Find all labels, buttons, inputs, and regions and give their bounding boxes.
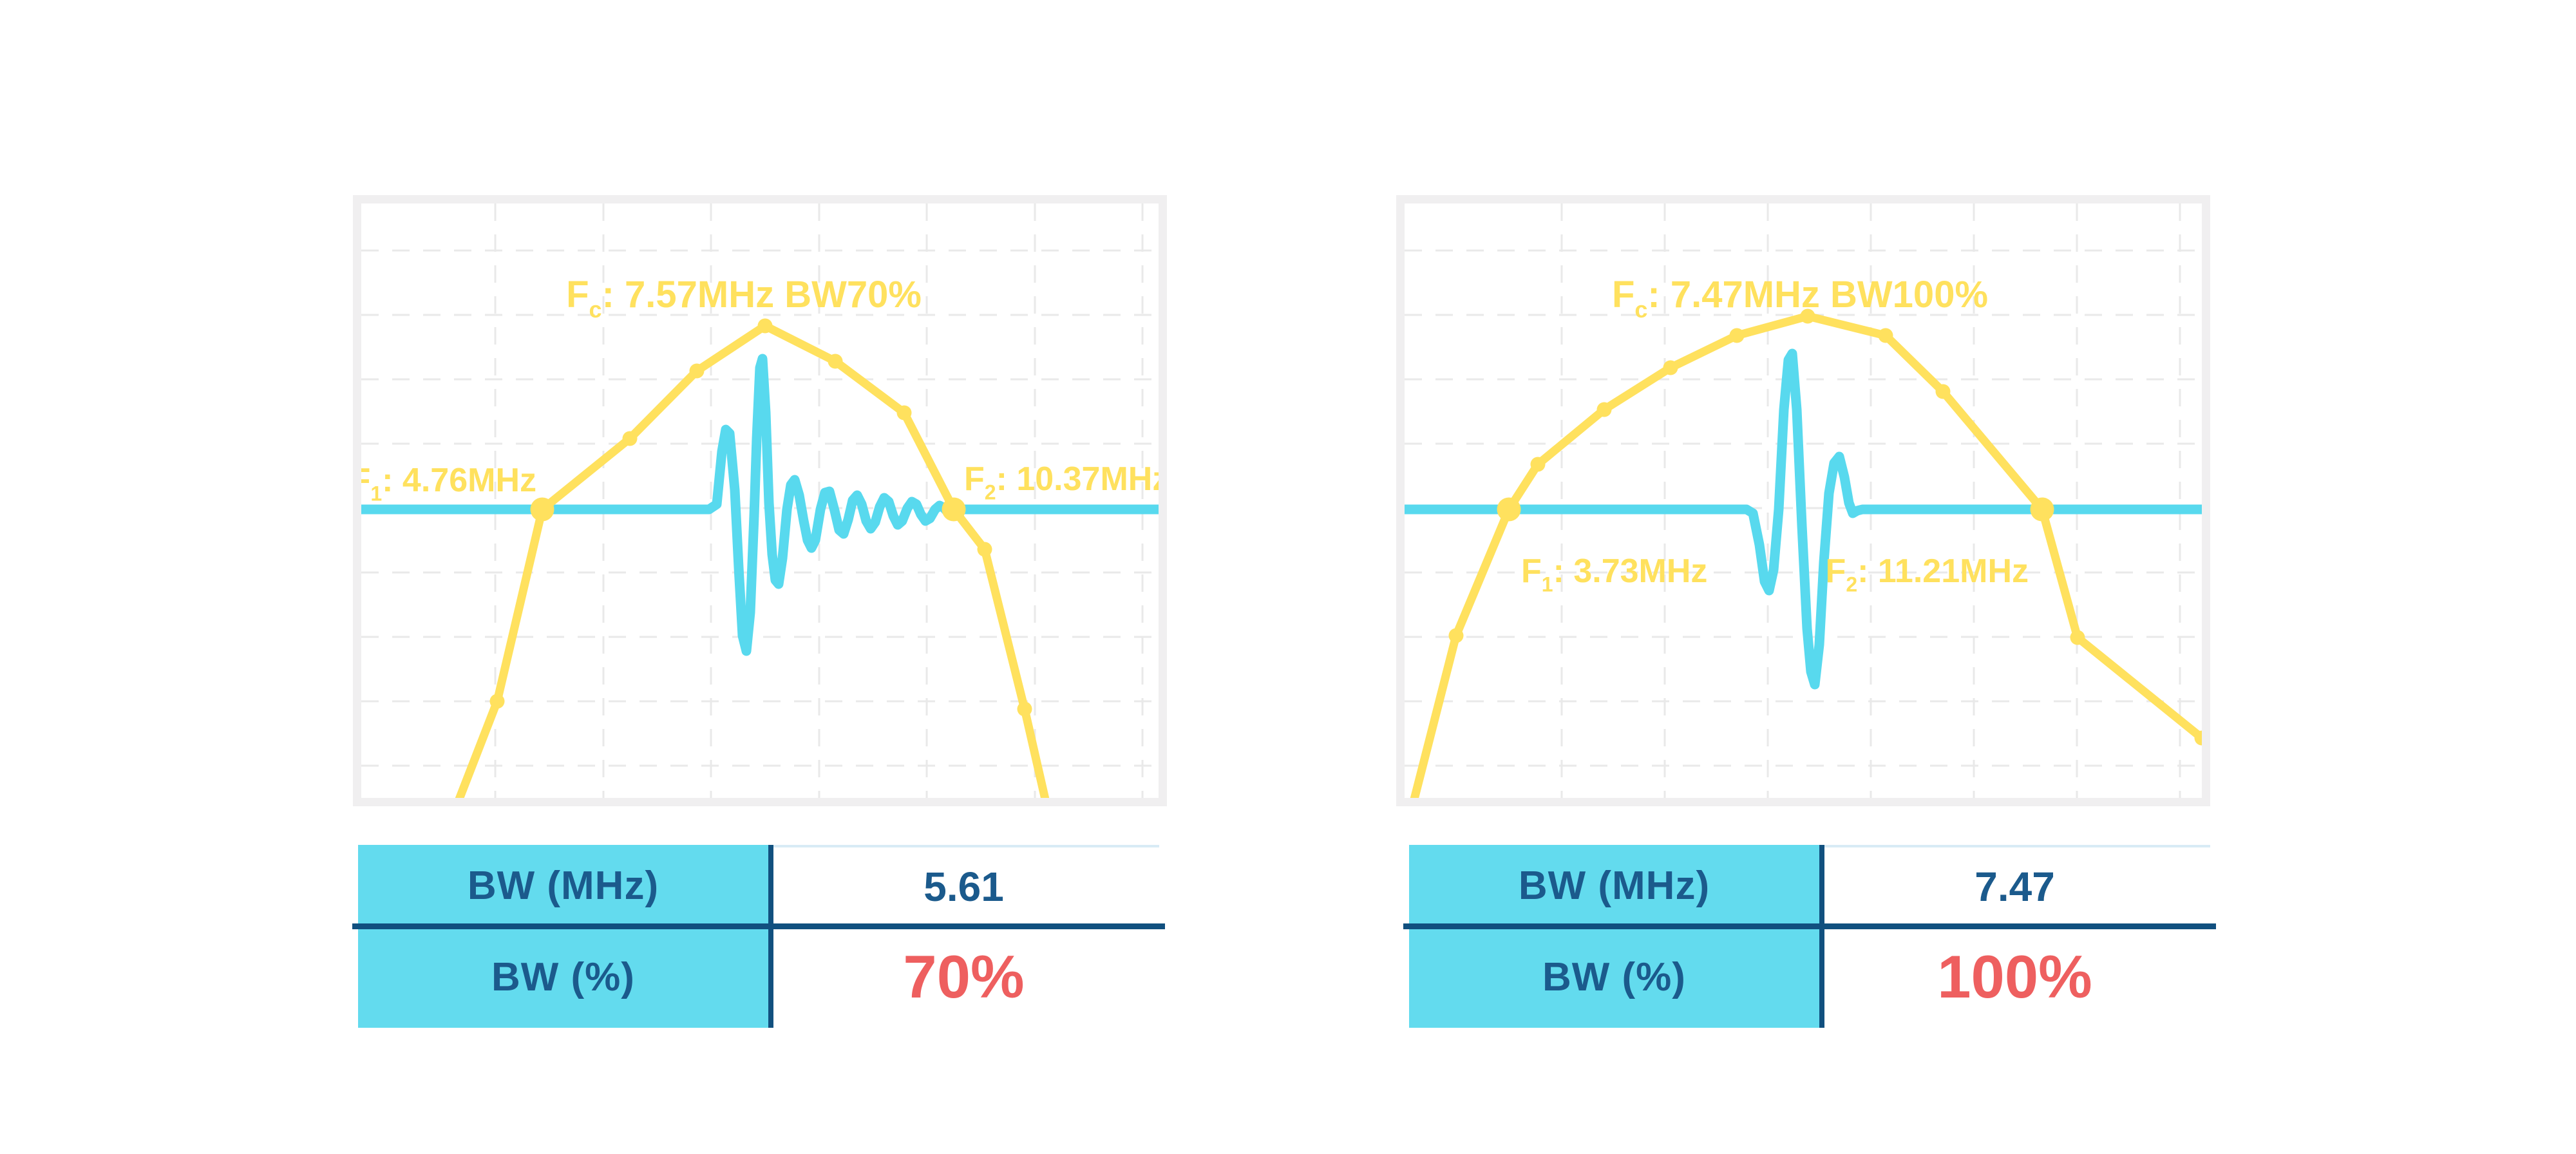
row-divider-line	[1403, 923, 2216, 929]
center-frequency-label: Fc: 7.57MHz BW70%	[566, 274, 922, 323]
bandwidth-edge-marker	[1497, 497, 1521, 522]
bw-percent-value: 70%	[768, 926, 1159, 1028]
f1-label: F1: 3.73MHz	[1521, 553, 1707, 596]
bandwidth-edge-marker	[530, 497, 554, 522]
spectrum-data-point	[1800, 308, 1815, 324]
spectrum-data-point	[828, 354, 843, 369]
table-row: BW (%) 70%	[358, 926, 1159, 1028]
center-frequency-label: Fc: 7.47MHz BW100%	[1612, 274, 1988, 323]
gridlines	[1405, 203, 2202, 798]
spectrum-data-point	[1017, 701, 1032, 717]
spectrum-data-point	[2070, 630, 2085, 645]
spectrum-curve	[455, 321, 1050, 798]
spectrum-data-point	[896, 405, 912, 421]
bw-mhz-value: 7.47	[1819, 845, 2210, 926]
spectrum-data-point	[1935, 384, 1951, 399]
f2-label: F2: 10.37MHz	[964, 460, 1159, 504]
spectrum-data-point	[1596, 402, 1612, 417]
bandwidth-edge-marker	[2030, 497, 2054, 522]
spectrum-data-point	[1878, 328, 1893, 343]
spectrum-data-point	[2194, 730, 2202, 746]
pulse-waveform	[1405, 348, 2202, 690]
bw-mhz-label: BW (MHz)	[1409, 845, 1819, 926]
bw-mhz-value: 5.61	[768, 845, 1159, 926]
bw-percent-label: BW (%)	[1409, 926, 1819, 1028]
table-row: BW (MHz) 7.47	[1409, 845, 2210, 926]
bw-percent-label: BW (%)	[358, 926, 768, 1028]
column-divider-line	[768, 845, 773, 1028]
chart-bw70-plot-area: Fc: 7.57MHz BW70% F1: 4.76MHz F2: 10.37MHz	[361, 203, 1159, 798]
spectrum-data-point	[757, 318, 773, 334]
f1-label: F1: 4.76MHz	[361, 462, 536, 506]
bw-percent-value: 100%	[1819, 926, 2210, 1028]
row-divider-line	[352, 923, 1165, 929]
bandwidth-edge-marker	[942, 497, 966, 522]
spectrum-data-point	[1729, 328, 1745, 343]
spectrum-data-point	[489, 694, 505, 709]
column-divider-line	[1819, 845, 1824, 1028]
spectrum-data-point	[622, 431, 638, 446]
bw-table-right: BW (MHz) 7.47 BW (%) 100%	[1403, 845, 2216, 1028]
spectrum-data-point	[689, 363, 705, 379]
chart-bw100-plot-area: Fc: 7.47MHz BW100% F1: 3.73MHz F2: 11.21MH…	[1405, 203, 2202, 798]
spectrum-chart-bw100: Fc: 7.47MHz BW100% F1: 3.73MHz F2: 11.21MH…	[1396, 195, 2210, 806]
f2-label: F2: 11.21MHz	[1826, 553, 2029, 596]
spectrum-chart-bw70: Fc: 7.57MHz BW70% F1: 4.76MHz F2: 10.37MHz	[353, 195, 1167, 806]
spectrum-data-point	[1448, 628, 1464, 643]
spectrum-data-point	[1530, 457, 1546, 472]
bw-table-left: BW (MHz) 5.61 BW (%) 70%	[352, 845, 1165, 1028]
table-row: BW (%) 100%	[1409, 926, 2210, 1028]
bw-mhz-label: BW (MHz)	[358, 845, 768, 926]
spectrum-data-point	[1663, 360, 1678, 375]
spectrum-data-point	[977, 542, 992, 557]
table-row: BW (MHz) 5.61	[358, 845, 1159, 926]
pulse-waveform	[361, 354, 1159, 656]
